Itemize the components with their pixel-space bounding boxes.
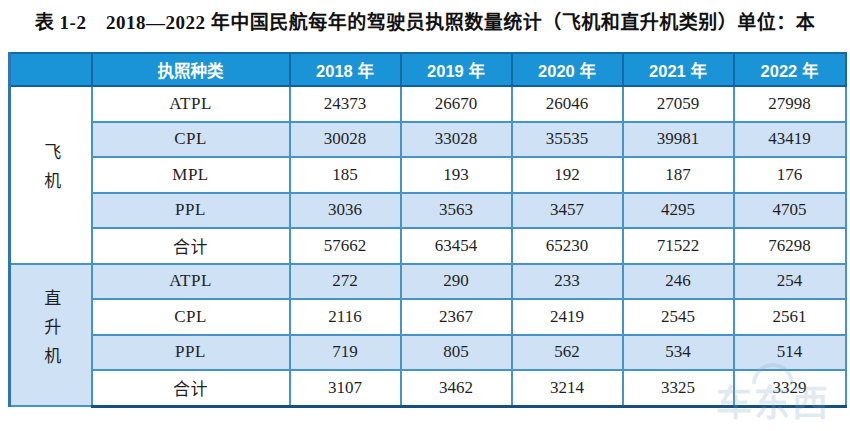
header-cell-year-2019: 2019 年 (401, 53, 512, 86)
value-cell: 4705 (734, 193, 846, 229)
value-cell: 187 (623, 157, 734, 193)
header-cell-year-2020: 2020 年 (512, 53, 623, 86)
table-row-helicopter-total: 合计 3107 3462 3214 3325 3329 (10, 370, 846, 406)
value-cell: 71522 (623, 228, 734, 264)
value-cell: 514 (734, 335, 846, 371)
value-cell: 246 (623, 264, 734, 300)
category-cell-helicopter: 直升机 (10, 264, 92, 407)
value-cell: 254 (734, 264, 846, 300)
license-cell: CPL (92, 299, 290, 335)
value-cell: 76298 (734, 228, 846, 264)
table-row-airplane-total: 合计 57662 63454 65230 71522 76298 (10, 228, 846, 264)
value-cell: 2545 (623, 299, 734, 335)
category-label-airplane: 飞机 (42, 143, 59, 201)
value-cell: 2419 (512, 299, 623, 335)
value-cell: 193 (401, 157, 512, 193)
value-cell: 3214 (512, 370, 623, 406)
license-statistics-table: 执照种类 2018 年 2019 年 2020 年 2021 年 2022 年 … (8, 52, 847, 408)
value-cell: 185 (290, 157, 401, 193)
header-cell-year-2022: 2022 年 (734, 53, 846, 86)
table-row-helicopter-ppl: PPL 719 805 562 534 514 (10, 335, 846, 371)
header-cell-category (10, 53, 92, 86)
value-cell: 65230 (512, 228, 623, 264)
header-cell-license-type: 执照种类 (92, 53, 290, 86)
license-cell: MPL (92, 157, 290, 193)
category-label-helicopter: 直升机 (42, 289, 59, 376)
value-cell: 43419 (734, 122, 846, 158)
license-cell: CPL (92, 122, 290, 158)
table-row-airplane-mpl: MPL 185 193 192 187 176 (10, 157, 846, 193)
license-cell: ATPL (92, 86, 290, 122)
header-cell-year-2021: 2021 年 (623, 53, 734, 86)
value-cell: 3563 (401, 193, 512, 229)
value-cell: 719 (290, 335, 401, 371)
value-cell: 2367 (401, 299, 512, 335)
value-cell: 26046 (512, 86, 623, 122)
value-cell: 30028 (290, 122, 401, 158)
value-cell: 39981 (623, 122, 734, 158)
value-cell: 2116 (290, 299, 401, 335)
value-cell: 805 (401, 335, 512, 371)
license-cell: 合计 (92, 370, 290, 406)
value-cell: 3107 (290, 370, 401, 406)
value-cell: 233 (512, 264, 623, 300)
value-cell: 3457 (512, 193, 623, 229)
value-cell: 57662 (290, 228, 401, 264)
table-caption: 表 1-2 2018—2022 年中国民航每年的驾驶员执照数量统计（飞机和直升机… (0, 7, 850, 34)
value-cell: 35535 (512, 122, 623, 158)
value-cell: 176 (734, 157, 846, 193)
value-cell: 26670 (401, 86, 512, 122)
table-row-helicopter-atpl: 直升机 ATPL 272 290 233 246 254 (10, 264, 846, 300)
value-cell: 562 (512, 335, 623, 371)
table-row-helicopter-cpl: CPL 2116 2367 2419 2545 2561 (10, 299, 846, 335)
value-cell: 192 (512, 157, 623, 193)
value-cell: 3462 (401, 370, 512, 406)
table-row-airplane-ppl: PPL 3036 3563 3457 4295 4705 (10, 193, 846, 229)
table-row-airplane-cpl: CPL 30028 33028 35535 39981 43419 (10, 122, 846, 158)
value-cell: 4295 (623, 193, 734, 229)
license-cell: PPL (92, 193, 290, 229)
header-cell-year-2018: 2018 年 (290, 53, 401, 86)
category-cell-airplane: 飞机 (10, 86, 92, 264)
value-cell: 272 (290, 264, 401, 300)
value-cell: 27059 (623, 86, 734, 122)
value-cell: 63454 (401, 228, 512, 264)
value-cell: 24373 (290, 86, 401, 122)
table-row-airplane-atpl: 飞机 ATPL 24373 26670 26046 27059 27998 (10, 86, 846, 122)
header-row: 执照种类 2018 年 2019 年 2020 年 2021 年 2022 年 (10, 53, 846, 86)
license-cell: ATPL (92, 264, 290, 300)
value-cell: 3036 (290, 193, 401, 229)
value-cell: 3325 (623, 370, 734, 406)
value-cell: 27998 (734, 86, 846, 122)
value-cell: 2561 (734, 299, 846, 335)
value-cell: 3329 (734, 370, 846, 406)
value-cell: 534 (623, 335, 734, 371)
license-cell: PPL (92, 335, 290, 371)
license-cell: 合计 (92, 228, 290, 264)
value-cell: 33028 (401, 122, 512, 158)
value-cell: 290 (401, 264, 512, 300)
